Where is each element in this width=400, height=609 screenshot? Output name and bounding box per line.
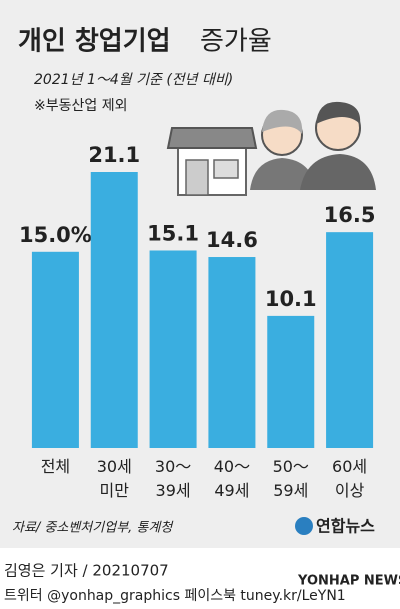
x-tick-line: 미만 [100, 481, 130, 500]
x-tick-line: 59세 [273, 481, 308, 500]
bar [208, 257, 256, 448]
x-tick-line: 이상 [335, 481, 365, 500]
subtitle: 2021년 1～4월 기준 (전년 대비) [34, 72, 233, 88]
x-tick-line: 30세 [97, 457, 132, 476]
bar [267, 315, 315, 448]
bar [326, 232, 374, 448]
x-tick-line: 50～ [273, 457, 309, 476]
x-tick-line: 30～ [155, 457, 191, 476]
value-label: 14.6 [206, 228, 258, 252]
logo: 연합뉴스 [316, 517, 375, 536]
x-tick-line: 39세 [156, 481, 191, 500]
bar [31, 251, 79, 448]
watermark: YONHAP NEWS [297, 574, 400, 589]
value-label: 16.5 [324, 203, 376, 227]
value-label: 15.0% [19, 223, 92, 247]
value-label: 10.1 [265, 287, 317, 311]
bar [149, 250, 197, 448]
value-label: 21.1 [88, 143, 140, 167]
x-tick-label: 50～ 59세 [273, 457, 309, 500]
x-tick-line: 40～ [214, 457, 250, 476]
social: 트위터 @yonhap_graphics 페이스북 tuney.kr/LeYN1 [4, 588, 346, 604]
x-tick-line: 49세 [214, 481, 249, 500]
source: 자료/ 중소벤처기업부, 통계청 [12, 521, 174, 536]
x-tick-label: 30～ 39세 [155, 457, 191, 500]
logo-icon [295, 517, 313, 535]
x-tick-label: 전체 [41, 457, 70, 476]
footer-background [0, 548, 400, 609]
chart-title-light: 증가율 [200, 27, 272, 57]
x-tick-line: 60세 [332, 457, 367, 476]
illustration [166, 101, 376, 196]
note: ※부동산업 제외 [34, 98, 127, 114]
chart-title: 개인 창업기업 [18, 27, 171, 57]
bar [90, 172, 138, 448]
x-tick-label: 40～ 49세 [214, 457, 250, 500]
value-label: 15.1 [147, 221, 199, 245]
x-tick-line: 전체 [41, 457, 70, 476]
byline: 김영은 기자 / 20210707 [4, 562, 169, 580]
